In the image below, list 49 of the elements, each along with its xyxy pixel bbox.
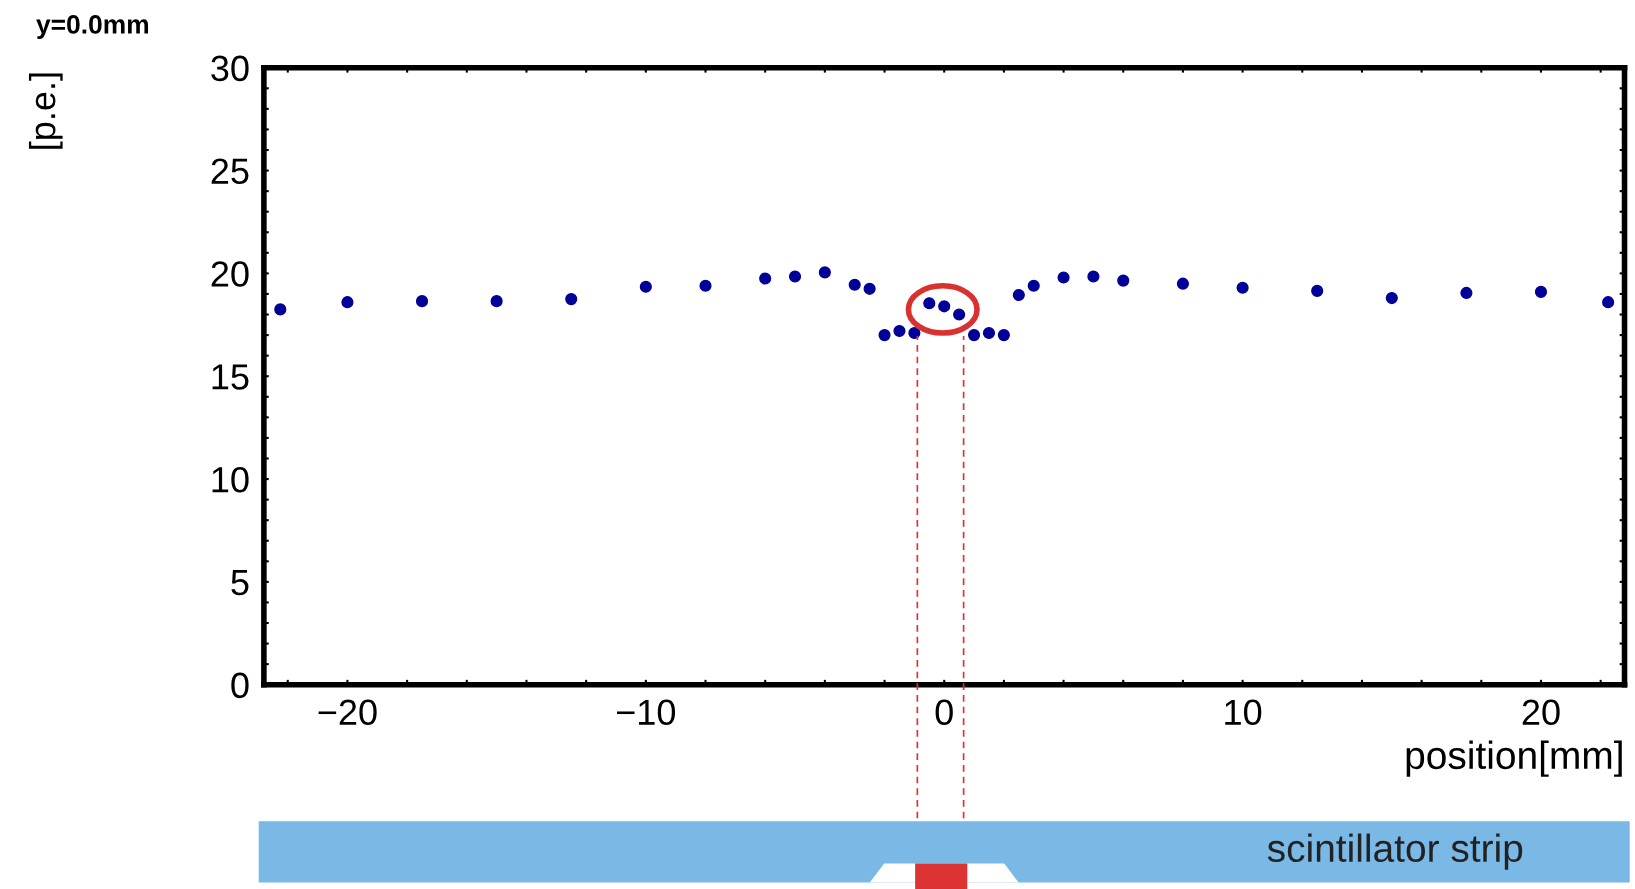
point [908, 326, 921, 340]
chart-title: y=0.0mm [36, 15, 149, 39]
point [565, 293, 578, 306]
point [1460, 286, 1473, 300]
y-tick-label: 0 [231, 672, 249, 699]
x-tick-label: −20 [318, 699, 377, 726]
point [490, 295, 503, 308]
x-tick-label: 10 [1225, 699, 1262, 726]
point [1602, 296, 1615, 309]
point [1534, 285, 1548, 298]
point [818, 266, 831, 279]
point [1311, 284, 1324, 297]
point [938, 300, 951, 313]
point [967, 329, 981, 342]
point [848, 278, 861, 291]
point [415, 295, 429, 308]
y-tick-label: 25 [211, 158, 249, 185]
point [699, 279, 712, 292]
point [759, 272, 772, 285]
y-axis-title: [p.e.] [28, 73, 63, 149]
point [274, 303, 287, 316]
y-tick-label: 5 [231, 570, 249, 596]
point [1087, 270, 1100, 283]
point [863, 282, 876, 295]
text: scintillator strip [1267, 833, 1523, 870]
point [788, 270, 802, 283]
x-tick-label: −10 [616, 699, 676, 726]
point [1176, 277, 1189, 290]
point [878, 329, 891, 342]
point [1027, 279, 1040, 292]
point [341, 296, 354, 309]
y-tick-label: 10 [212, 466, 249, 493]
point [1057, 271, 1070, 284]
point [923, 297, 936, 310]
point [1012, 288, 1025, 302]
point [1385, 292, 1398, 305]
y-tick-label: 15 [212, 364, 249, 390]
point [982, 326, 996, 340]
x-axis-title: position[mm] [1406, 740, 1622, 777]
point [893, 324, 906, 338]
point [639, 280, 652, 293]
point [1117, 274, 1130, 287]
x-tick-label: 0 [935, 699, 953, 726]
point [953, 308, 966, 321]
point [997, 329, 1010, 342]
y-tick-label: 20 [211, 261, 249, 287]
point [1236, 281, 1249, 294]
x-tick-label: 20 [1522, 699, 1560, 726]
y-tick-label: 30 [211, 55, 249, 82]
